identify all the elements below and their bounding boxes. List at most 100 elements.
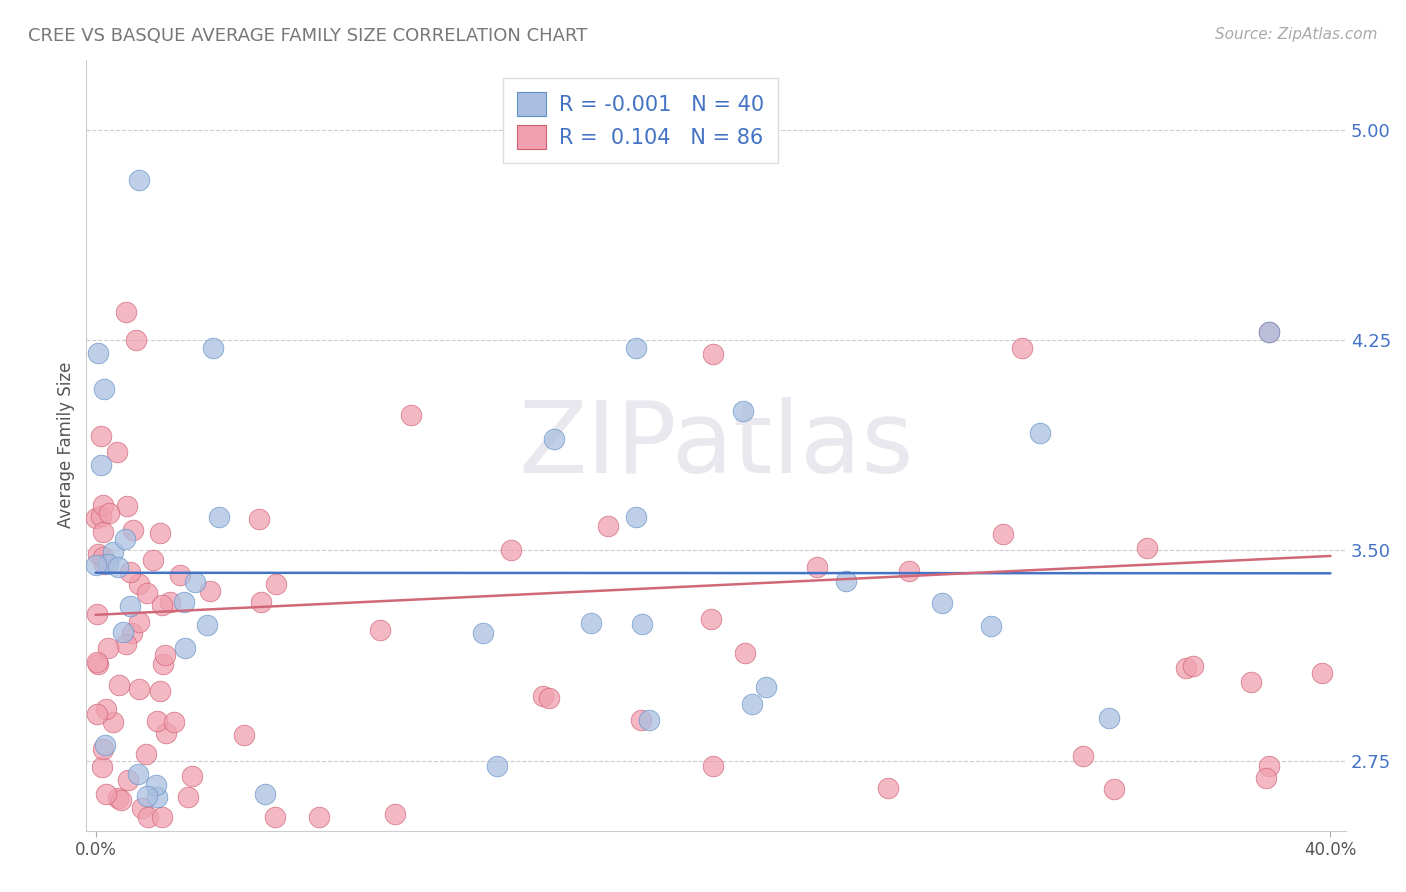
- Point: [148, 525, 170, 540]
- Point: [91, 524, 114, 539]
- Point: [115, 637, 138, 651]
- Point: [97, 506, 120, 520]
- Point: [107, 444, 129, 458]
- Point: [368, 624, 391, 638]
- Text: Source: ZipAtlas.com: Source: ZipAtlas.com: [1215, 27, 1378, 42]
- Point: [93, 382, 115, 396]
- Point: [630, 714, 652, 728]
- Point: [148, 684, 170, 698]
- Point: [531, 689, 554, 703]
- Text: ZIPatlas: ZIPatlas: [519, 397, 914, 493]
- Point: [702, 759, 724, 773]
- Point: [1073, 748, 1095, 763]
- Point: [107, 791, 129, 805]
- Point: [91, 741, 114, 756]
- Point: [173, 641, 195, 656]
- Point: [152, 657, 174, 672]
- Point: [1097, 711, 1119, 725]
- Point: [637, 713, 659, 727]
- Point: [128, 682, 150, 697]
- Point: [472, 626, 495, 640]
- Point: [1257, 325, 1279, 339]
- Point: [596, 519, 619, 533]
- Point: [103, 715, 125, 730]
- Point: [91, 760, 114, 774]
- Point: [103, 544, 125, 558]
- Point: [86, 607, 108, 621]
- Point: [150, 599, 173, 613]
- Point: [162, 714, 184, 729]
- Point: [180, 769, 202, 783]
- Point: [131, 801, 153, 815]
- Point: [90, 458, 112, 473]
- Point: [118, 599, 141, 614]
- Point: [173, 595, 195, 609]
- Point: [254, 787, 277, 801]
- Point: [806, 559, 828, 574]
- Point: [384, 806, 406, 821]
- Point: [118, 566, 141, 580]
- Point: [125, 333, 148, 347]
- Point: [93, 557, 115, 571]
- Point: [145, 778, 167, 792]
- Point: [1256, 771, 1278, 785]
- Point: [931, 596, 953, 610]
- Point: [1312, 665, 1334, 680]
- Point: [159, 595, 181, 609]
- Point: [731, 404, 754, 418]
- Point: [115, 499, 138, 513]
- Point: [980, 619, 1002, 633]
- Point: [308, 810, 330, 824]
- Point: [135, 747, 157, 761]
- Point: [401, 408, 423, 422]
- Point: [195, 618, 218, 632]
- Point: [1104, 781, 1126, 796]
- Point: [142, 553, 165, 567]
- Point: [136, 789, 159, 803]
- Point: [201, 342, 224, 356]
- Point: [135, 586, 157, 600]
- Point: [1029, 425, 1052, 440]
- Point: [84, 511, 107, 525]
- Text: CREE VS BASQUE AVERAGE FAMILY SIZE CORRELATION CHART: CREE VS BASQUE AVERAGE FAMILY SIZE CORRE…: [28, 27, 588, 45]
- Point: [485, 759, 508, 773]
- Point: [702, 347, 724, 361]
- Point: [114, 532, 136, 546]
- Point: [108, 678, 131, 692]
- Point: [991, 527, 1014, 541]
- Point: [117, 773, 139, 788]
- Point: [624, 509, 647, 524]
- Point: [146, 790, 169, 805]
- Point: [700, 612, 723, 626]
- Point: [97, 641, 120, 656]
- Legend: R = -0.001   N = 40, R =  0.104   N = 86: R = -0.001 N = 40, R = 0.104 N = 86: [502, 78, 779, 163]
- Point: [90, 429, 112, 443]
- Point: [115, 305, 138, 319]
- Point: [499, 543, 522, 558]
- Point: [177, 790, 200, 805]
- Point: [631, 617, 654, 632]
- Point: [538, 690, 561, 705]
- Point: [1257, 325, 1279, 339]
- Point: [111, 624, 134, 639]
- Point: [624, 342, 647, 356]
- Point: [250, 595, 273, 609]
- Point: [741, 698, 763, 712]
- Point: [208, 509, 231, 524]
- Point: [1174, 661, 1197, 675]
- Point: [128, 615, 150, 629]
- Point: [127, 767, 149, 781]
- Point: [543, 432, 565, 446]
- Point: [97, 557, 120, 571]
- Point: [1181, 659, 1204, 673]
- Point: [897, 564, 920, 578]
- Point: [150, 810, 173, 824]
- Point: [155, 726, 177, 740]
- Point: [876, 780, 898, 795]
- Point: [86, 558, 108, 573]
- Point: [247, 512, 270, 526]
- Point: [121, 626, 143, 640]
- Point: [579, 615, 602, 630]
- Point: [86, 707, 108, 722]
- Point: [755, 680, 778, 694]
